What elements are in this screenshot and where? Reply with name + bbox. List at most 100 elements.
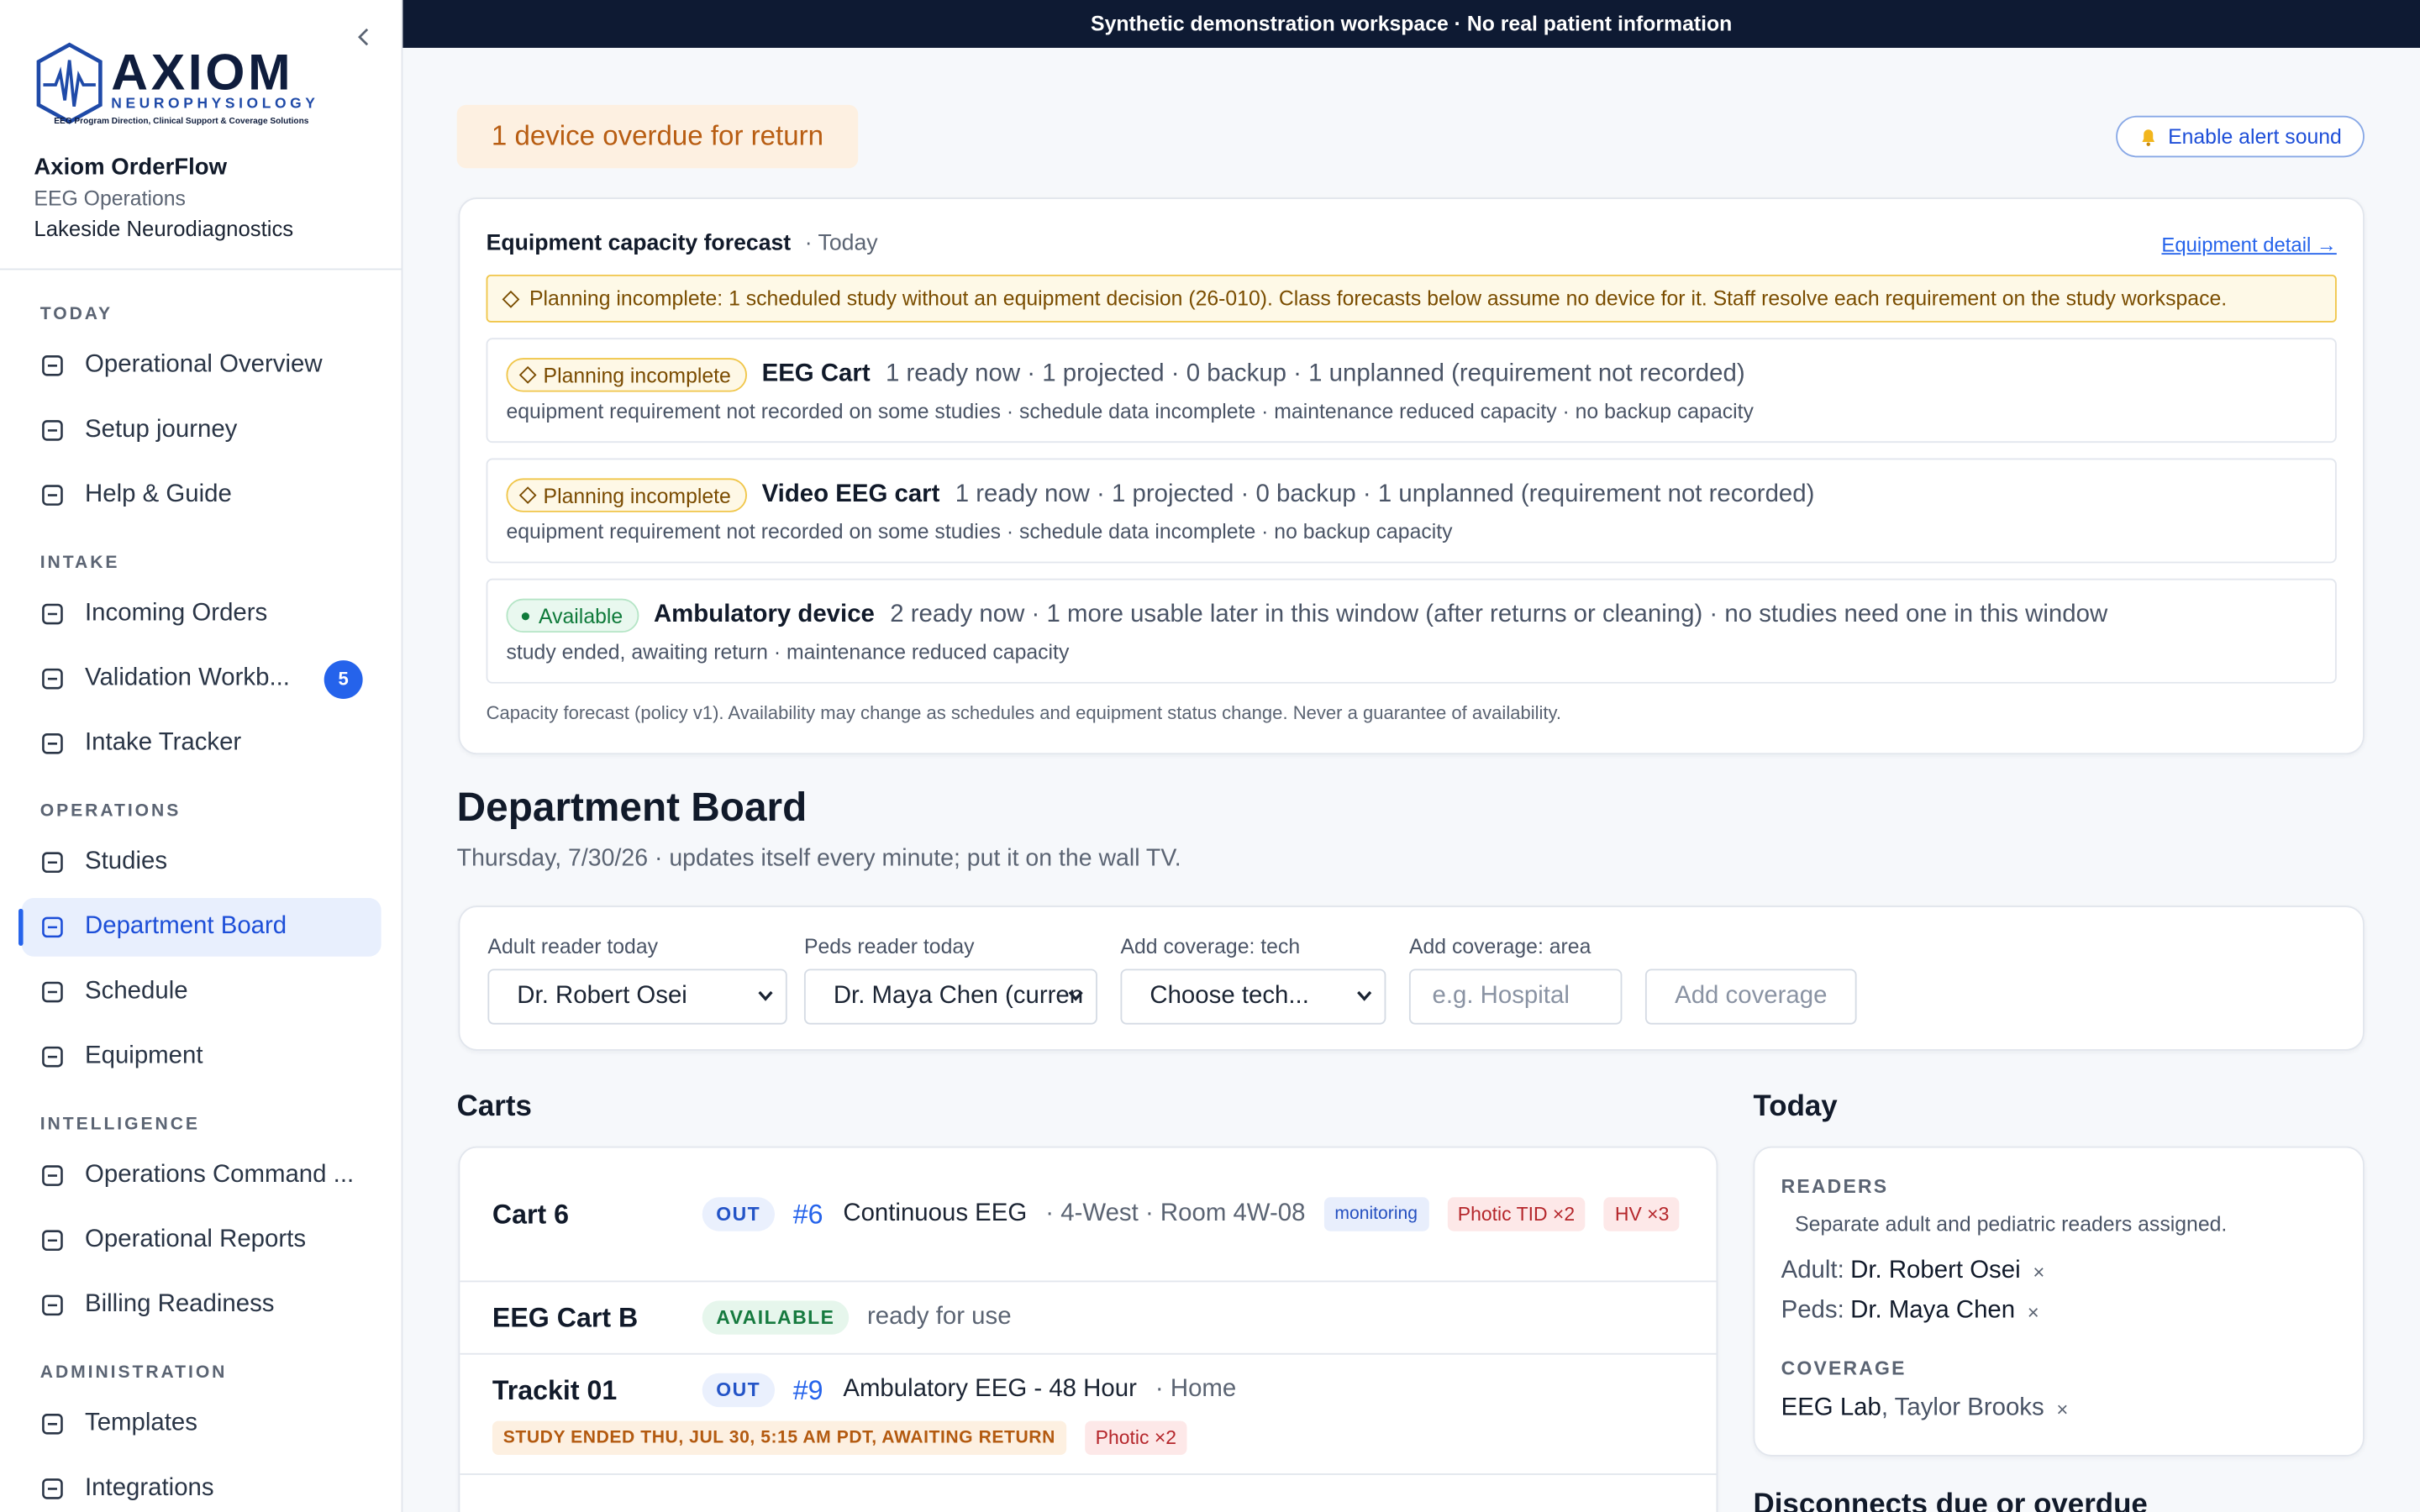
logo-tagline: EEG Program Direction, Clinical Support … [54, 117, 309, 127]
next-section-title: Disconnects due or overdue [1753, 1488, 2148, 1512]
nav-item[interactable]: Equipment [22, 1027, 381, 1086]
study[interactable]: #6 Continuous EEG [793, 1198, 1028, 1231]
nav-section-title: TODAY [39, 305, 113, 324]
reader-name: Dr. Robert Osei [1850, 1257, 2021, 1284]
nav-item[interactable]: Operational Reports [22, 1211, 381, 1270]
collapse-icon[interactable] [356, 26, 371, 48]
status-text: Planning incomplete [543, 483, 731, 507]
nav-section-title: INTELLIGENCE [39, 1115, 200, 1134]
reader: Adult: Dr. Robert Osei × [1781, 1252, 2337, 1292]
select-value: Dr. Maya Chen (curren [833, 983, 1084, 1010]
nav-item[interactable]: Validation Workb... 5 [22, 649, 381, 708]
forecast-details: equipment requirement not recorded on so… [506, 519, 1453, 543]
cart-tag: monitoring [1323, 1197, 1428, 1231]
carts-title: Carts [456, 1090, 532, 1124]
alert-sound-button[interactable]: Enable alert sound [2116, 115, 2365, 158]
forecast-title: Equipment capacity forecast [486, 231, 792, 256]
coverage-filters: Add coverage: area e.g. Hospital Add cov… [458, 906, 2365, 1051]
board-subtitle: Thursday, 7/30/26 · updates itself every… [456, 845, 1181, 872]
nav-item[interactable]: Setup journey [22, 402, 381, 460]
status-icon [518, 486, 537, 504]
reader-name: Dr. Maya Chen [1850, 1297, 2016, 1324]
area-input[interactable]: e.g. Hospital [1408, 969, 1623, 1025]
today-panel: READERS Separate adult and pediatric rea… [1753, 1146, 2365, 1457]
forecast-summary: 1 ready now · 1 projected · 0 backup · 1… [955, 481, 1815, 508]
nav-item[interactable]: Department Board [18, 897, 381, 957]
chevron [758, 990, 773, 1001]
nav-label: Equipment [85, 1042, 203, 1069]
cart-name: Trackit 01 [492, 1373, 618, 1405]
nav-item[interactable]: Incoming Orders [22, 585, 381, 643]
planning-warning: Planning incomplete: 1 scheduled study w… [486, 274, 2337, 323]
logo-mark [36, 42, 103, 124]
select[interactable]: Choose tech... [1120, 969, 1386, 1025]
nav-item[interactable]: Operations Command ... [22, 1147, 381, 1205]
status-icon [518, 365, 537, 384]
nav-item[interactable]: Studies [22, 833, 381, 892]
forecast-row: Available Ambulatory device 2 ready now · … [486, 578, 2337, 684]
nav-item[interactable]: Schedule [22, 963, 381, 1021]
forecast-details: study ended, awaiting return · maintenan… [506, 640, 1070, 664]
capacity-forecast: Equipment capacity forecast · Today Equi… [458, 197, 2365, 755]
coverage-entry: EEG Lab, Taylor Brooks × [1781, 1389, 2337, 1429]
remove-button[interactable]: × [2056, 1397, 2069, 1420]
nav-label: Studies [85, 848, 168, 875]
select-value: Dr. Robert Osei [517, 983, 687, 1010]
equipment-detail-link[interactable]: Equipment detail → [2161, 232, 2337, 255]
remove-button[interactable]: × [2027, 1299, 2039, 1323]
coverage-title: COVERAGE [1781, 1357, 1907, 1380]
nav-item[interactable]: Templates [22, 1394, 381, 1453]
cart-row: Trackit 01 OUT #9 Ambulatory EEG - 48 Hour ·… [460, 1355, 1717, 1475]
status-icon [521, 612, 529, 620]
equipment-class: Video EEG cart [761, 481, 940, 508]
nav-label: Department Board [85, 913, 287, 940]
cart-status: AVAILABLE [702, 1300, 849, 1335]
alert-sound-label: Enable alert sound [2168, 124, 2342, 149]
nav-icon [42, 485, 63, 506]
logo-wordmark: AXIOM [111, 43, 294, 101]
cart-status: OUT [702, 1373, 775, 1408]
select[interactable]: Dr. Robert Osei [487, 969, 787, 1025]
cart-row: EEG Cart B AVAILABLE ready for use [460, 1282, 1717, 1355]
nav-section-title: ADMINISTRATION [39, 1363, 228, 1383]
nav-label: Validation Workb... [85, 664, 290, 691]
nav-icon [42, 1294, 63, 1316]
status-pill: Planning incomplete [506, 358, 747, 392]
nav-icon [42, 981, 63, 1003]
study-name: Continuous EEG [843, 1200, 1028, 1227]
remove-button[interactable]: × [2033, 1259, 2045, 1284]
field-label: Add coverage: area [1408, 935, 1591, 958]
nav-icon [42, 916, 63, 938]
nav-item[interactable]: Integrations [22, 1460, 381, 1512]
study[interactable]: #9 Ambulatory EEG - 48 Hour [793, 1374, 1137, 1407]
equipment-class: EEG Cart [761, 360, 871, 388]
nav-item[interactable]: Billing Readiness [22, 1276, 381, 1335]
nav-label: Integrations [85, 1474, 214, 1502]
cart-name: EEG Cart B [492, 1301, 639, 1333]
status-text: Available [539, 604, 623, 627]
status-text: Planning incomplete [543, 363, 731, 387]
add-coverage-button[interactable]: Add coverage [1644, 969, 1857, 1025]
readers-title: READERS [1781, 1175, 1889, 1198]
nav-label: Intake Tracker [85, 729, 242, 756]
forecast-line: Planning incomplete Video EEG cart 1 ready… [506, 477, 2316, 514]
board-title: Department Board [456, 784, 808, 831]
nav-item[interactable]: Help & Guide [22, 466, 381, 525]
cart-tag: Photic TID ×2 [1446, 1197, 1586, 1231]
nav-item[interactable]: Intake Tracker [22, 714, 381, 773]
app-name: Axiom OrderFlow [34, 154, 228, 181]
forecast-rows: Planning incomplete EEG Cart 1 ready now ·… [486, 338, 2337, 684]
study-location: · 4-West · Room 4W-08 [1045, 1200, 1306, 1227]
study-number: #6 [792, 1198, 823, 1229]
nav-icon [42, 1230, 63, 1252]
cart-status: OUT [702, 1197, 775, 1231]
demo-banner: Synthetic demonstration workspace · No r… [402, 0, 2420, 48]
select[interactable]: Dr. Maya Chen (curren [803, 969, 1097, 1025]
nav-item[interactable]: Operational Overview [22, 336, 381, 395]
nav-label: Templates [85, 1410, 197, 1436]
nav-icon [42, 1478, 63, 1499]
nav-icon [42, 1413, 63, 1435]
nav-section-title: INTAKE [39, 554, 120, 573]
coverage: EEG Lab, Taylor Brooks × [1781, 1389, 2337, 1429]
